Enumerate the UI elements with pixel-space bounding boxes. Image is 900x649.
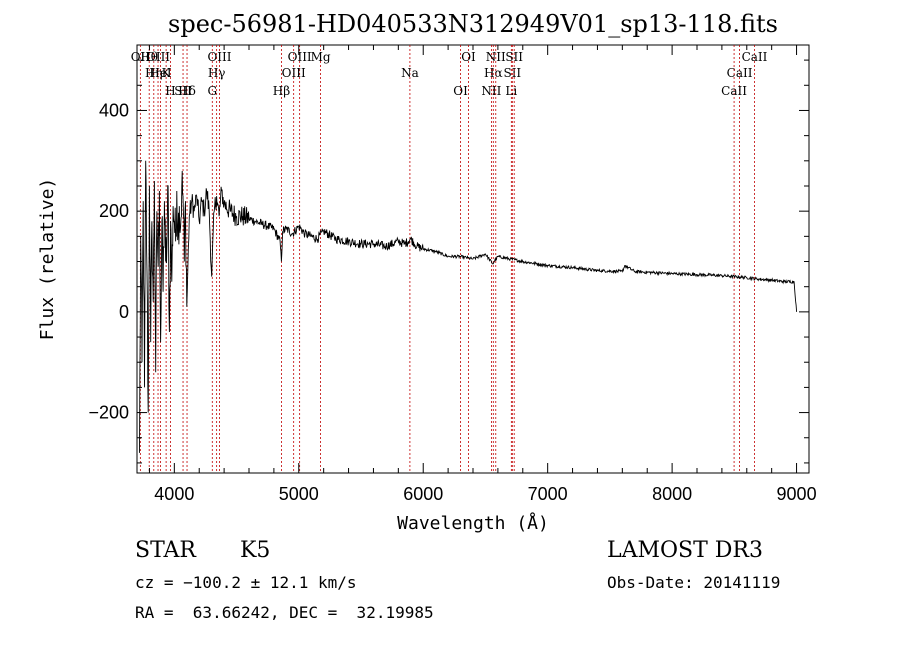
marker-label: CaII	[727, 66, 753, 80]
axis-ticks: 4000 5000 6000 7000 8000 9000 −200 0 200 400	[88, 45, 817, 504]
object-class: STAR	[135, 538, 196, 563]
observation-date: Obs-Date: 20141119	[607, 573, 781, 592]
x-tick-label: 7000	[528, 484, 568, 504]
marker-label: K	[162, 66, 172, 80]
marker-label: OIII	[146, 50, 170, 64]
x-tick-label: 8000	[652, 484, 692, 504]
marker-label: Hη	[145, 66, 163, 80]
marker-label: SII	[505, 50, 523, 64]
marker-label: CaII	[742, 50, 768, 64]
spectrum-series	[139, 160, 798, 453]
marker-label: OIII	[207, 50, 231, 64]
marker-label: Hγ	[208, 66, 226, 80]
y-axis-label: Flux (relative)	[37, 178, 58, 341]
y-tick-label: 200	[99, 201, 129, 221]
y-tick-label: −200	[88, 403, 129, 423]
marker-label: Mg	[311, 50, 331, 64]
marker-label: CaII	[721, 84, 747, 98]
redshift-velocity: cz = −100.2 ± 12.1 km/s	[135, 573, 357, 592]
marker-label: OI	[461, 50, 476, 64]
y-tick-label: 0	[119, 302, 129, 322]
marker-label: G	[207, 84, 217, 98]
marker-label: SII	[503, 66, 521, 80]
marker-label: OIII	[282, 66, 306, 80]
y-tick-label: 400	[99, 100, 129, 120]
x-axis-label: Wavelength (Å)	[397, 512, 549, 534]
marker-label: NII	[486, 50, 506, 64]
marker-label: Hβ	[273, 84, 290, 98]
marker-label: Na	[401, 66, 419, 80]
marker-label: SII	[174, 84, 192, 98]
marker-label: H	[165, 84, 175, 98]
x-tick-label: 6000	[403, 484, 443, 504]
marker-label: Hα	[484, 66, 503, 80]
line-markers: HθKHδOIIHeISIIOIIIHηHOIIIHγGOIIIOIIIHβMg…	[131, 45, 768, 473]
spectral-subclass: K5	[240, 538, 271, 563]
marker-label: Hδ	[178, 84, 196, 98]
survey-name: LAMOST DR3	[607, 538, 763, 563]
coordinates: RA = 63.66242, DEC = 32.19985	[135, 603, 434, 622]
marker-label: OII	[131, 50, 151, 64]
x-tick-label: 5000	[279, 484, 319, 504]
marker-label: Li	[505, 84, 517, 98]
spectrum-line	[139, 160, 798, 453]
marker-label: NII	[481, 84, 501, 98]
marker-label: OIII	[288, 50, 312, 64]
chart-title: spec-56981-HD040533N312949V01_sp13-118.f…	[168, 10, 778, 38]
x-tick-label: 9000	[777, 484, 817, 504]
marker-label: HeI	[149, 66, 172, 80]
x-tick-label: 4000	[154, 484, 194, 504]
marker-label: OI	[453, 84, 468, 98]
